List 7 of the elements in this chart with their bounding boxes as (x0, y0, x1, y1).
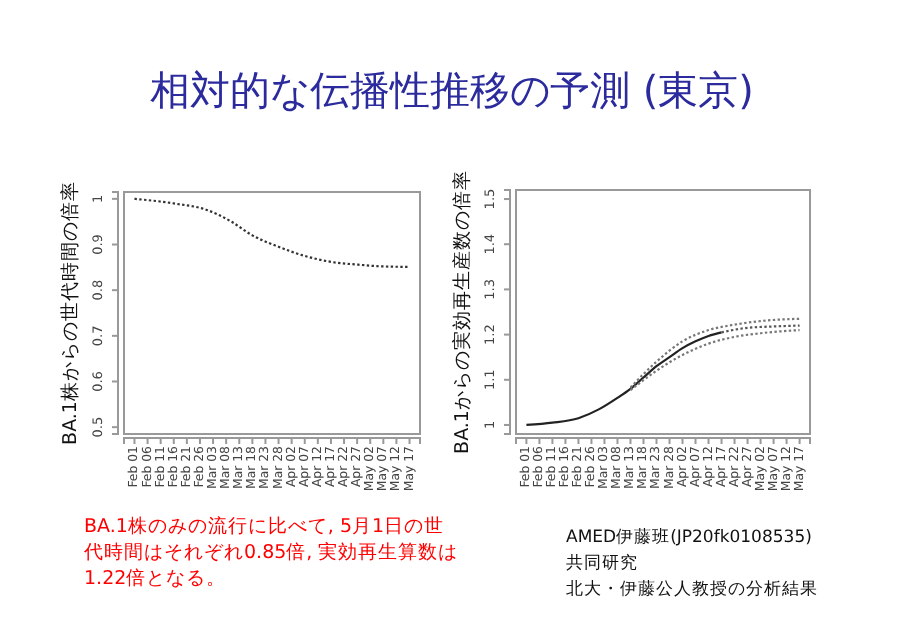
text: 北大・伊藤公人教授の分析結果 (566, 578, 818, 600)
text: 共同研究 (566, 552, 638, 574)
y-axis-title: BA.1からの実効再生産数の倍率 (450, 170, 474, 454)
y-axis-title: BA.1株からの世代時間の倍率 (58, 181, 82, 445)
text: BA.1株のみの流行に比べて, 5月1日の世代時間はそれぞれ0.85倍, 実効再生算数は1.22倍となる。 (82, 514, 459, 590)
text: AMED伊藤班(JP20fk0108535) (566, 526, 812, 548)
chart-title: 相対的な伝播性推移の予測 (東京) (150, 66, 754, 114)
